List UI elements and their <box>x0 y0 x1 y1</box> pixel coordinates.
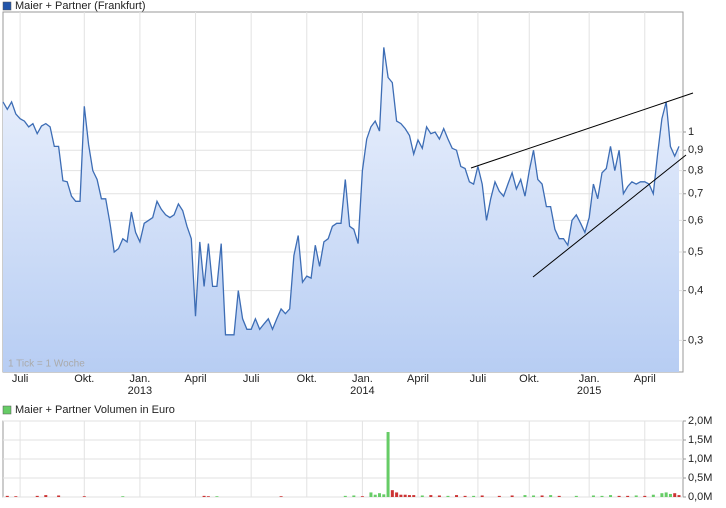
bar <box>412 495 416 497</box>
bar <box>5 495 9 497</box>
bar <box>386 432 390 497</box>
x-tick-label: Juli <box>11 373 29 385</box>
bar <box>497 495 501 497</box>
y-tick-label: 0,0M <box>688 491 712 503</box>
x-tick-label: Okt. <box>519 373 540 385</box>
bar <box>591 495 595 497</box>
y-tick-label: 0,3 <box>688 334 703 346</box>
y-tick-label: 1 <box>688 126 694 138</box>
y-tick-label: 0,6 <box>688 214 703 226</box>
bar <box>480 495 484 497</box>
bar <box>557 495 561 497</box>
bar <box>660 493 664 497</box>
x-tick-label: April <box>406 373 430 385</box>
x-tick-label: Juli <box>469 373 487 385</box>
area <box>3 47 679 373</box>
y-tick-label: 0,4 <box>688 285 703 297</box>
bar <box>360 496 364 497</box>
bar <box>206 496 210 497</box>
x-tick-label: Okt. <box>296 373 317 385</box>
x-tick-label: Jan. 2013 <box>127 373 153 397</box>
bar <box>202 495 206 497</box>
bar <box>634 495 638 497</box>
bar <box>121 496 125 497</box>
x-tick-label: Juli <box>242 373 260 385</box>
line <box>2 47 680 336</box>
x-tick-label: Okt. <box>74 373 95 385</box>
bar <box>44 495 48 497</box>
legend-swatch <box>2 405 12 415</box>
y-tick-label: 1,0M <box>688 453 712 465</box>
bar <box>429 495 433 497</box>
bar <box>382 494 386 497</box>
bar <box>549 495 553 497</box>
bar <box>215 496 219 497</box>
bar <box>390 490 394 497</box>
bar <box>420 495 424 497</box>
trend-line <box>470 92 694 169</box>
bar <box>373 494 377 497</box>
annotation: 1 Tick = 1 Woche <box>8 359 85 370</box>
y-tick-label: 0,8 <box>688 165 703 177</box>
bar <box>626 495 630 497</box>
bar <box>673 493 677 497</box>
bar <box>82 496 86 497</box>
bar <box>395 492 399 497</box>
bar <box>540 495 544 497</box>
bar <box>617 495 621 497</box>
x-tick-label: Jan. 2015 <box>576 373 602 397</box>
legend-label: Maier + Partner (Frankfurt) <box>15 0 146 12</box>
bar <box>279 496 283 497</box>
bar <box>369 492 373 497</box>
y-tick-label: 0,7 <box>688 188 703 200</box>
bar <box>437 495 441 497</box>
bar <box>664 492 668 497</box>
x-tick-label: April <box>184 373 207 385</box>
bar <box>677 495 681 497</box>
bar <box>455 495 459 497</box>
bar <box>57 495 61 497</box>
bar <box>407 495 411 497</box>
bar <box>510 495 514 497</box>
bar <box>643 495 647 497</box>
bar <box>532 495 536 497</box>
y-tick-label: 0,5M <box>688 472 712 484</box>
bar <box>600 495 604 497</box>
trend-line <box>532 154 687 278</box>
bar <box>35 495 39 497</box>
bar <box>463 495 467 497</box>
bar <box>399 494 403 497</box>
bar <box>343 495 347 497</box>
y-tick-label: 1,5M <box>688 434 712 446</box>
bar <box>523 495 527 497</box>
y-tick-label: 2,0M <box>688 415 712 427</box>
bar <box>651 494 655 497</box>
bar <box>668 493 672 497</box>
x-tick-label: Jan. 2014 <box>350 373 375 397</box>
bar <box>378 493 382 497</box>
bar <box>472 495 476 497</box>
legend-swatch <box>2 1 12 11</box>
bar <box>352 495 356 497</box>
x-tick-label: April <box>633 373 656 385</box>
bar <box>14 496 18 497</box>
bar <box>609 495 613 497</box>
bar <box>446 495 450 497</box>
legend-label: Maier + Partner Volumen in Euro <box>15 404 175 416</box>
bar <box>574 495 578 497</box>
bar <box>403 494 407 497</box>
y-tick-label: 0,9 <box>688 144 703 156</box>
y-tick-label: 0,5 <box>688 246 703 258</box>
